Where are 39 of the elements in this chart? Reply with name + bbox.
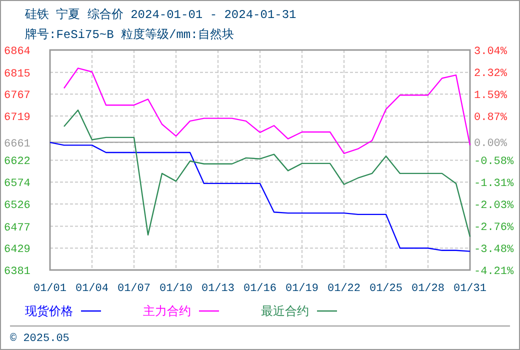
y-tick-label: 6815 [4,68,30,80]
legend-label: 主力合约 [143,304,191,319]
y2-tick-label: -2.76% [474,222,514,234]
x-tick-label: 01/07 [117,283,151,295]
y2-tick-label: 0.87% [474,112,508,124]
y-tick-label: 6477 [4,222,30,234]
y2-tick-label: 1.59% [474,90,508,102]
y2-tick-label: -2.03% [474,200,514,212]
x-tick-label: 01/16 [243,283,277,295]
y-tick-label: 6574 [4,178,31,190]
y-tick-label: 6767 [4,90,30,102]
y2-tick-label: -0.58% [474,156,514,168]
y2-tick-label: -3.48% [474,244,514,256]
y-tick-label: 6622 [4,156,30,168]
chart-title: 硅铁 宁夏 综合价 2024-01-01 - 2024-01-31 [24,7,296,22]
x-tick-label: 01/04 [75,283,109,295]
y-tick-label: 6381 [4,266,31,278]
x-tick-label: 01/22 [327,283,361,295]
x-tick-label: 01/25 [369,283,403,295]
y-tick-label: 6429 [4,244,30,256]
x-tick-label: 01/13 [201,283,235,295]
x-tick-label: 01/01 [33,283,67,295]
legend-label: 现货价格 [25,305,73,319]
y2-tick-label: -1.31% [474,178,514,190]
y-tick-label: 6719 [4,112,30,124]
legend-label: 最近合约 [261,305,309,319]
x-tick-label: 01/19 [285,283,319,295]
y2-tick-label: 3.04% [474,46,508,58]
text: © 2025.05 [10,333,70,345]
chart-subtitle: 牌号:FeSi75~B 粒度等级/mm:自然块 [25,27,234,42]
y-tick-label: 6526 [4,200,30,212]
y-tick-label: 6661 [4,138,31,150]
y2-tick-label: 2.32% [474,68,508,80]
y-tick-label: 6864 [4,46,31,58]
x-tick-label: 01/10 [159,283,193,295]
y2-tick-label: 0.00% [474,138,508,150]
x-tick-label: 01/31 [453,283,487,295]
x-tick-label: 01/28 [411,283,445,295]
y2-tick-label: -4.21% [474,266,514,278]
